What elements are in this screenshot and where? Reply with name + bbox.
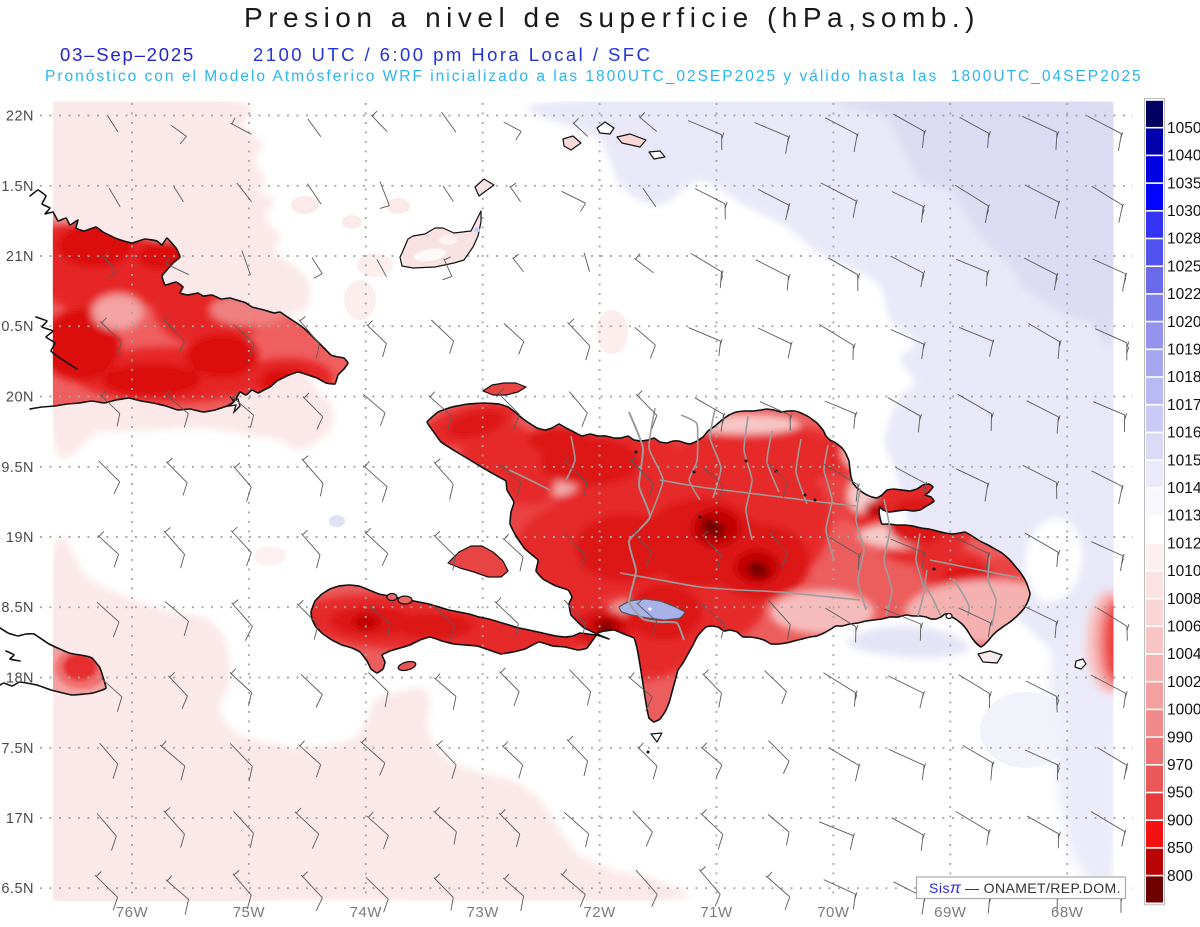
svg-text:17N: 17N	[6, 811, 34, 827]
svg-text:1019: 1019	[1167, 342, 1200, 359]
svg-text:70W: 70W	[817, 904, 850, 921]
svg-text:1020: 1020	[1167, 314, 1200, 331]
svg-text:1015: 1015	[1167, 452, 1200, 469]
svg-text:Presion a nivel de superficie: Presion a nivel de superficie (hPa,somb.…	[244, 2, 980, 33]
svg-text:76W: 76W	[116, 904, 149, 921]
svg-text:21N: 21N	[6, 249, 34, 265]
svg-text:Sisπ — ONAMET/REP.DOM.: Sisπ — ONAMET/REP.DOM.	[929, 880, 1121, 897]
svg-text:Pronóstico con el Modelo Atmós: Pronóstico con el Modelo Atmósferico WRF…	[45, 68, 1143, 85]
svg-text:18.5N: 18.5N	[0, 600, 34, 616]
svg-text:1000: 1000	[1167, 702, 1200, 719]
svg-text:970: 970	[1167, 757, 1193, 774]
svg-text:1028: 1028	[1167, 231, 1200, 248]
svg-text:19N: 19N	[6, 530, 34, 546]
svg-text:16.5N: 16.5N	[0, 881, 34, 897]
svg-text:1050: 1050	[1167, 120, 1200, 137]
svg-text:1014: 1014	[1167, 480, 1200, 497]
svg-text:71W: 71W	[700, 904, 733, 921]
svg-text:990: 990	[1167, 729, 1193, 746]
svg-text:73W: 73W	[467, 904, 500, 921]
svg-text:18N: 18N	[6, 671, 34, 687]
svg-text:21.5N: 21.5N	[0, 179, 34, 195]
svg-text:68W: 68W	[1051, 904, 1084, 921]
svg-text:850: 850	[1167, 840, 1193, 857]
svg-text:1002: 1002	[1167, 674, 1200, 691]
svg-text:20N: 20N	[6, 390, 34, 406]
svg-text:1018: 1018	[1167, 369, 1200, 386]
svg-text:1022: 1022	[1167, 286, 1200, 303]
svg-text:1035: 1035	[1167, 175, 1200, 192]
svg-text:1004: 1004	[1167, 646, 1200, 663]
svg-text:1030: 1030	[1167, 203, 1200, 220]
svg-text:1008: 1008	[1167, 591, 1200, 608]
svg-text:1006: 1006	[1167, 619, 1200, 636]
svg-text:19.5N: 19.5N	[0, 460, 34, 476]
svg-text:69W: 69W	[934, 904, 967, 921]
svg-text:1017: 1017	[1167, 397, 1200, 414]
svg-text:74W: 74W	[350, 904, 383, 921]
svg-text:2100 UTC / 6:00 pm Hora Local: 2100 UTC / 6:00 pm Hora Local / SFC	[253, 44, 652, 65]
svg-text:1025: 1025	[1167, 258, 1200, 275]
svg-text:75W: 75W	[233, 904, 266, 921]
svg-text:17.5N: 17.5N	[0, 741, 34, 757]
svg-text:1012: 1012	[1167, 535, 1200, 552]
svg-text:72W: 72W	[583, 904, 616, 921]
svg-text:03–Sep–2025: 03–Sep–2025	[60, 44, 195, 65]
svg-text:1040: 1040	[1167, 148, 1200, 165]
svg-text:1010: 1010	[1167, 563, 1200, 580]
svg-text:20.5N: 20.5N	[0, 319, 34, 335]
svg-text:22N: 22N	[6, 109, 34, 125]
svg-text:1013: 1013	[1167, 508, 1200, 525]
svg-text:900: 900	[1167, 812, 1193, 829]
svg-text:950: 950	[1167, 785, 1193, 802]
svg-text:800: 800	[1167, 868, 1193, 885]
svg-text:1016: 1016	[1167, 425, 1200, 442]
